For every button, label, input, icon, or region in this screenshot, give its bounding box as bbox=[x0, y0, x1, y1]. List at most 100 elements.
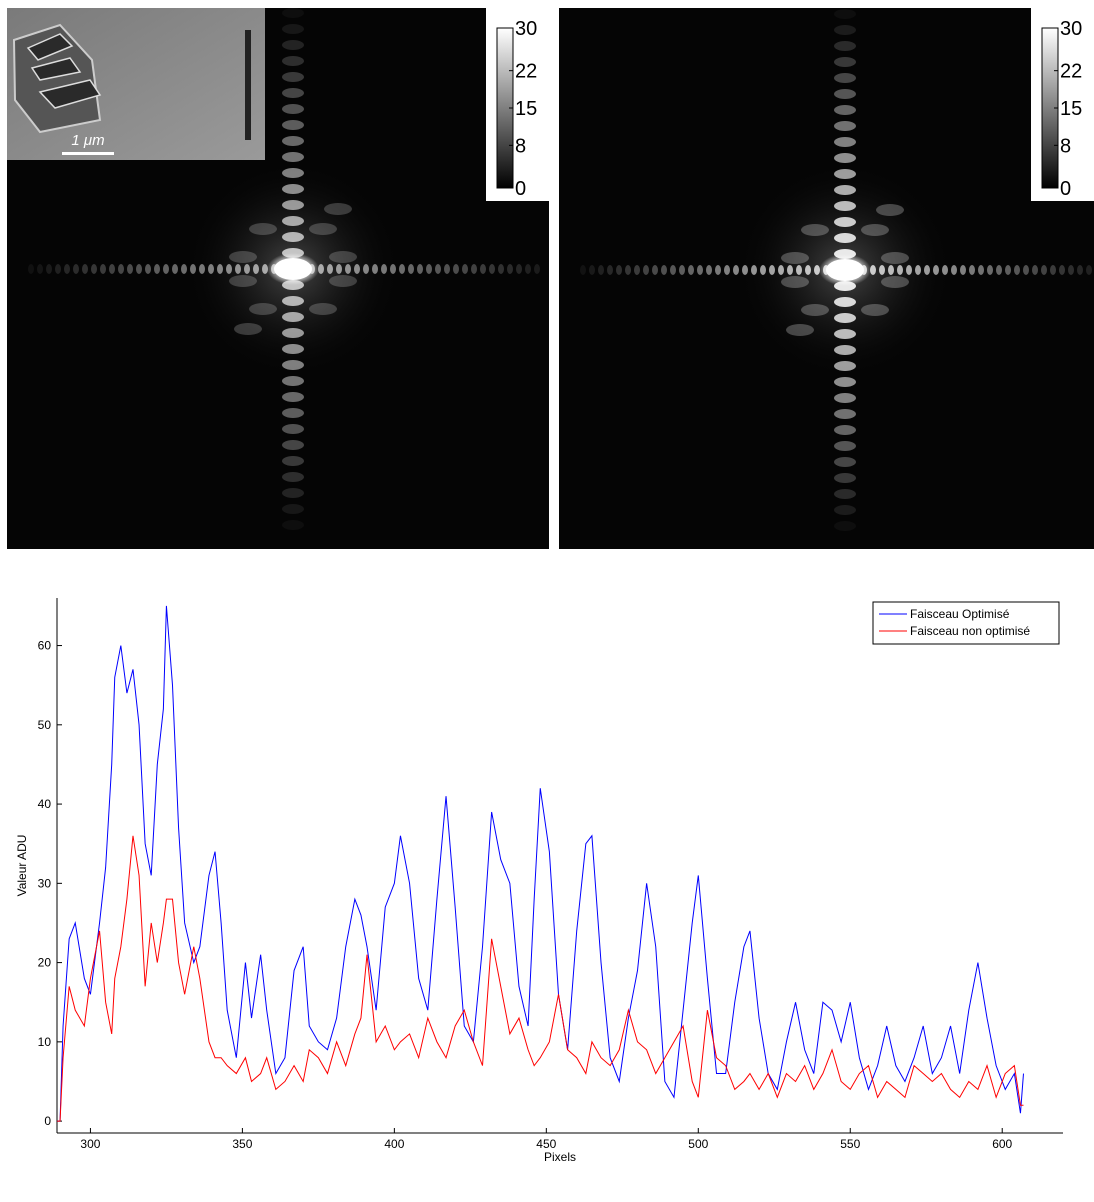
inset-structure bbox=[26, 33, 102, 109]
colorbar-tick-label: 8 bbox=[1060, 135, 1071, 157]
fringe bbox=[733, 265, 739, 275]
fringe bbox=[28, 264, 34, 274]
fringe bbox=[643, 265, 649, 275]
fringe bbox=[480, 264, 486, 274]
fringe bbox=[282, 88, 304, 98]
y-tick-label: 30 bbox=[38, 876, 52, 890]
fringe bbox=[525, 264, 531, 274]
scale-bar bbox=[62, 152, 114, 155]
fringe bbox=[282, 376, 304, 386]
fringe bbox=[834, 41, 856, 51]
speckle bbox=[861, 224, 889, 236]
fringe bbox=[282, 56, 304, 66]
fringe bbox=[345, 264, 351, 274]
fringe bbox=[724, 265, 730, 275]
colorbar-tick-label: 22 bbox=[515, 61, 537, 83]
fringe bbox=[834, 169, 856, 179]
fringe bbox=[282, 232, 304, 242]
fringe bbox=[834, 9, 856, 19]
fringe bbox=[742, 265, 748, 275]
fringe bbox=[109, 264, 115, 274]
fringe bbox=[834, 89, 856, 99]
fringe bbox=[145, 264, 151, 274]
x-tick-label: 300 bbox=[80, 1137, 100, 1151]
fringe bbox=[181, 264, 187, 274]
fringe bbox=[372, 264, 378, 274]
fringe bbox=[879, 265, 885, 275]
y-tick-label: 50 bbox=[38, 718, 52, 732]
colorbar-tick-label: 30 bbox=[515, 18, 537, 40]
fringe bbox=[834, 121, 856, 131]
x-tick-label: 500 bbox=[688, 1137, 708, 1151]
fringe bbox=[154, 264, 160, 274]
fringe bbox=[172, 264, 178, 274]
fringe bbox=[834, 361, 856, 371]
fringe bbox=[282, 200, 304, 210]
fringe bbox=[625, 265, 631, 275]
fringe bbox=[951, 265, 957, 275]
colorbar-tick-label: 30 bbox=[1060, 18, 1082, 40]
speckle bbox=[861, 304, 889, 316]
speckle bbox=[881, 252, 909, 264]
fringe bbox=[960, 265, 966, 275]
fringe bbox=[282, 120, 304, 130]
x-tick-label: 450 bbox=[536, 1137, 556, 1151]
fringe bbox=[870, 265, 876, 275]
speckle bbox=[781, 252, 809, 264]
legend-label: Faisceau Optimisé bbox=[910, 607, 1010, 621]
fringe bbox=[127, 264, 133, 274]
fringe bbox=[498, 264, 504, 274]
fringe bbox=[978, 265, 984, 275]
fringe bbox=[118, 264, 124, 274]
fringe bbox=[363, 264, 369, 274]
fringe bbox=[435, 264, 441, 274]
fringe bbox=[933, 265, 939, 275]
fringe bbox=[282, 392, 304, 402]
fringe bbox=[318, 264, 324, 274]
inset-slit bbox=[245, 30, 251, 140]
fringe bbox=[834, 457, 856, 467]
x-tick-label: 600 bbox=[992, 1137, 1012, 1151]
fringe bbox=[688, 265, 694, 275]
fringe bbox=[751, 265, 757, 275]
fringe bbox=[282, 408, 304, 418]
fringe bbox=[282, 328, 304, 338]
speckle bbox=[309, 223, 337, 235]
y-tick-label: 0 bbox=[44, 1114, 51, 1128]
fringe bbox=[82, 264, 88, 274]
fringe bbox=[100, 264, 106, 274]
fringe bbox=[834, 473, 856, 483]
speckle bbox=[229, 275, 257, 287]
colorbar-tick-label: 8 bbox=[515, 135, 526, 157]
colorbar-tick-label: 22 bbox=[1060, 61, 1082, 83]
legend-box bbox=[872, 601, 1060, 645]
y-tick-label: 60 bbox=[38, 639, 52, 653]
fringe bbox=[760, 265, 766, 275]
fringe bbox=[336, 264, 342, 274]
fringe bbox=[399, 264, 405, 274]
fringe bbox=[598, 265, 604, 275]
fringe bbox=[1050, 265, 1056, 275]
fringe bbox=[969, 265, 975, 275]
fringe bbox=[834, 201, 856, 211]
fringe bbox=[915, 265, 921, 275]
fringe bbox=[805, 265, 811, 275]
fringe bbox=[534, 264, 540, 274]
fringe bbox=[834, 409, 856, 419]
fringe bbox=[163, 264, 169, 274]
speckle bbox=[229, 251, 257, 263]
fringe bbox=[235, 264, 241, 274]
fringe bbox=[91, 264, 97, 274]
speckle bbox=[234, 323, 262, 335]
fringe bbox=[987, 265, 993, 275]
y-tick-label: 20 bbox=[38, 956, 52, 970]
fringe bbox=[282, 504, 304, 514]
fringe bbox=[1086, 265, 1092, 275]
fringe bbox=[282, 40, 304, 50]
fringe bbox=[417, 264, 423, 274]
fringe bbox=[390, 264, 396, 274]
central-spot bbox=[274, 258, 312, 280]
fringe bbox=[834, 425, 856, 435]
fringe bbox=[834, 137, 856, 147]
central-spot bbox=[826, 259, 864, 281]
